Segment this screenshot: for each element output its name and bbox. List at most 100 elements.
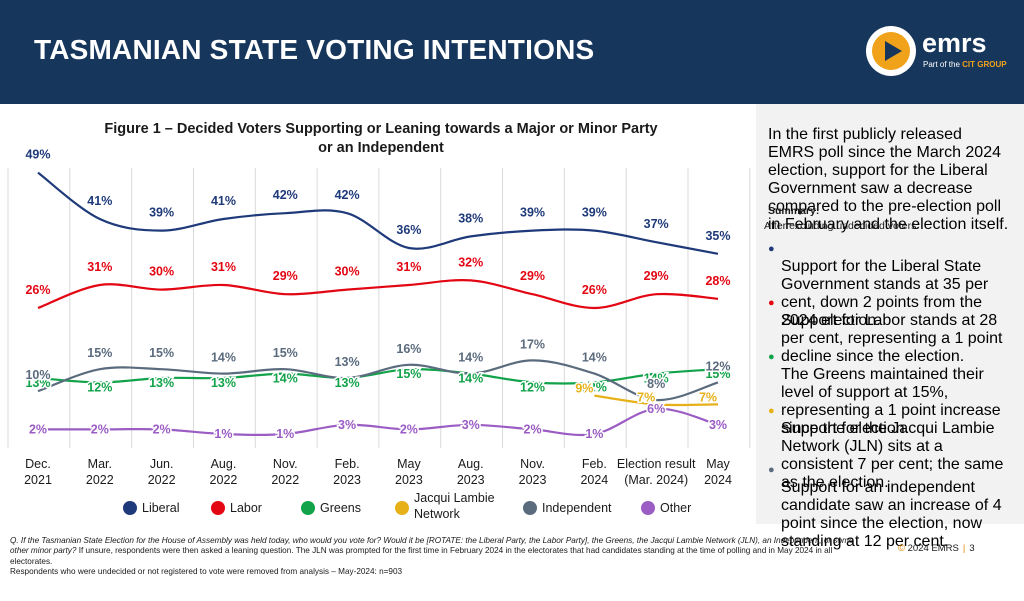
- data-label-labor: 29%: [644, 269, 669, 283]
- x-tick-label: 2024: [704, 473, 732, 487]
- data-label-liberal: 49%: [25, 148, 50, 162]
- page-title: TASMANIAN STATE VOTING INTENTIONS: [34, 34, 595, 65]
- x-tick-label: Dec.: [25, 457, 51, 471]
- data-label-other: 6%: [647, 402, 665, 416]
- x-tick-label: Feb.: [335, 457, 360, 471]
- line-other: [37, 407, 719, 437]
- data-label-greens: 13%: [149, 376, 174, 390]
- data-label-other: 2%: [91, 422, 109, 436]
- bullet-dot-icon: ●: [768, 297, 775, 309]
- x-tick-label: Nov.: [520, 457, 545, 471]
- data-label-other: 2%: [400, 422, 418, 436]
- x-tick-label: 2023: [395, 473, 423, 487]
- data-label-independent: 15%: [87, 346, 112, 360]
- intro-text: In the first publicly released EMRS poll…: [768, 126, 1009, 233]
- x-tick-label: 2021: [24, 473, 52, 487]
- line-labor: [37, 278, 719, 310]
- x-tick-label: Aug.: [458, 457, 484, 471]
- line-greens: [37, 367, 719, 385]
- logo-wordmark: emrs: [922, 28, 987, 58]
- data-label-other: 3%: [338, 418, 356, 432]
- legend-marker-greens: [301, 501, 315, 515]
- line-jln: [594, 394, 719, 407]
- data-label-liberal: 42%: [335, 188, 360, 202]
- x-axis-labels: Dec. 2021 Mar. 2022 Jun. 2022 Aug. 2022 Nov. 2022…: [24, 457, 732, 487]
- data-label-liberal: 42%: [273, 188, 298, 202]
- chart-legend: Liberal Labor Greens Jacqui Lambie Network In…: [123, 491, 691, 521]
- data-label-other: 1%: [585, 427, 603, 441]
- data-label-independent: 12%: [705, 359, 730, 373]
- data-label-jln: 7%: [637, 390, 655, 404]
- data-label-independent: 13%: [335, 355, 360, 369]
- footnote: Q. If the Tasmanian State Election for t…: [10, 536, 860, 578]
- data-label-liberal: 39%: [520, 206, 545, 220]
- data-label-labor: 31%: [396, 260, 421, 274]
- data-label-liberal: 39%: [149, 206, 174, 220]
- data-label-labor: 30%: [149, 265, 174, 279]
- data-label-liberal: 38%: [458, 211, 483, 225]
- x-tick-label: (Mar. 2024): [624, 473, 688, 487]
- data-label-other: 1%: [214, 427, 232, 441]
- vertical-gridlines: [7, 168, 751, 448]
- x-tick-label: 2022: [86, 473, 114, 487]
- x-tick-label: May: [706, 457, 730, 471]
- bullet-liberal: ● Support for the Liberal State Governme…: [768, 243, 989, 329]
- data-label-independent: 16%: [396, 342, 421, 356]
- footnote-base: Respondents who were undecided or not re…: [10, 567, 403, 577]
- x-tick-label: 2022: [210, 473, 238, 487]
- legend-marker-liberal: [123, 501, 137, 515]
- data-label-labor: 26%: [582, 283, 607, 297]
- data-label-liberal: 41%: [87, 194, 112, 208]
- x-tick-label: May: [397, 457, 421, 471]
- data-label-greens: 12%: [87, 380, 112, 394]
- x-tick-label: 2023: [457, 473, 485, 487]
- data-label-liberal: 39%: [582, 206, 607, 220]
- line-liberal: [37, 171, 719, 255]
- x-tick-label: Jun.: [150, 457, 174, 471]
- legend-label-liberal: Liberal: [142, 501, 180, 515]
- data-label-labor: 32%: [458, 255, 483, 269]
- bullet-dot-icon: ●: [768, 464, 775, 476]
- legend-label-jln: Jacqui Lambie: [414, 491, 495, 505]
- data-label-greens: 13%: [335, 376, 360, 390]
- data-label-jln: 7%: [699, 390, 717, 404]
- data-label-greens: 14%: [644, 372, 669, 386]
- data-label-greens: 12%: [520, 380, 545, 394]
- bullet-greens: ● The Greens maintained their level of s…: [768, 351, 1001, 437]
- data-label-greens: 13%: [25, 376, 50, 390]
- legend-label-other: Other: [660, 501, 691, 515]
- x-tick-label: 2023: [519, 473, 547, 487]
- data-label-independent: 14%: [211, 351, 236, 365]
- line-independent: [37, 359, 719, 402]
- header-banner: TASMANIAN STATE VOTING INTENTIONS emrs P…: [0, 0, 1024, 104]
- logo-subtext: Part of the CIT GROUP: [923, 60, 1007, 69]
- data-label-labor: 29%: [520, 269, 545, 283]
- legend-marker-other: [641, 501, 655, 515]
- series-lines: [37, 171, 719, 437]
- copyright: © 2024 EMRS | 3: [898, 543, 975, 554]
- data-label-labor: 29%: [273, 269, 298, 283]
- x-tick-label: 2024: [580, 473, 608, 487]
- data-label-other: 3%: [462, 418, 480, 432]
- footnote-detail: If unsure, respondents were then asked a…: [10, 546, 833, 566]
- data-label-greens: 15%: [705, 367, 730, 381]
- data-label-other: 2%: [29, 422, 47, 436]
- data-label-independent: 15%: [273, 346, 298, 360]
- data-label-liberal: 35%: [705, 229, 730, 243]
- bullet-labor: ● Support for Labor stands at 28 per cen…: [768, 297, 1003, 365]
- footnote-question: Q. If the Tasmanian State Election for t…: [10, 536, 854, 556]
- data-label-independent: 15%: [149, 346, 174, 360]
- data-label-labor: 28%: [705, 274, 730, 288]
- data-label-independent: 14%: [458, 351, 483, 365]
- logo-play-icon: [866, 26, 916, 76]
- data-label-liberal: 36%: [396, 223, 421, 237]
- legend-marker-labor: [211, 501, 225, 515]
- chart-title-line2: or an Independent: [318, 140, 444, 156]
- data-label-greens: 13%: [211, 376, 236, 390]
- x-tick-label: Election result: [617, 457, 696, 471]
- data-label-independent: 14%: [582, 351, 607, 365]
- legend-marker-jln: [395, 501, 409, 515]
- data-label-labor: 31%: [211, 260, 236, 274]
- data-label-greens: 14%: [273, 372, 298, 386]
- legend-label-jln: Network: [414, 507, 461, 521]
